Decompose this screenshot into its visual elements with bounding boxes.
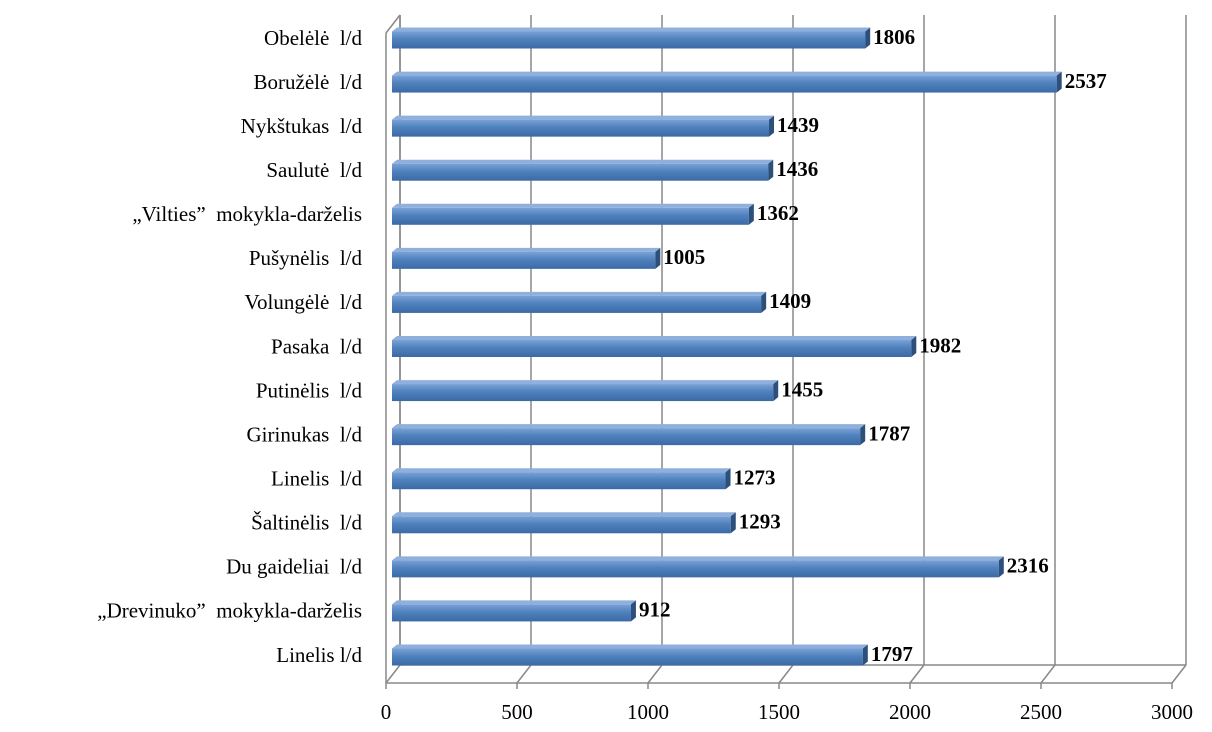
x-tick-label: 500	[501, 700, 533, 724]
x-tick-label: 2000	[889, 700, 931, 724]
bar-top	[392, 247, 661, 252]
y-tick-label: Du gaideliai l/d	[226, 555, 362, 579]
bar-end	[862, 644, 868, 666]
bar-end	[630, 600, 636, 622]
data-label: 1455	[781, 377, 823, 401]
y-tick-label: „Drevinuko” mokykla-darželis	[97, 599, 362, 623]
grid-line	[909, 664, 925, 684]
y-tick-label: „Vilties” mokykla-darželis	[132, 202, 362, 226]
data-label: 2316	[1007, 554, 1049, 578]
y-tick-label: Pušynėlis l/d	[249, 246, 363, 270]
grid-line	[647, 664, 663, 684]
bar-top	[392, 600, 636, 605]
bar	[392, 31, 866, 49]
bar-top	[392, 291, 767, 296]
bar-top	[392, 71, 1062, 76]
bar-top	[392, 424, 866, 429]
bar-top	[392, 556, 1004, 561]
bar	[392, 648, 863, 666]
y-tick-label: Nykštukas l/d	[241, 114, 363, 138]
data-label: 1806	[873, 25, 915, 49]
bar-end	[865, 27, 871, 49]
y-tick-label: Girinukas l/d	[247, 422, 363, 446]
bar-top	[392, 336, 917, 340]
bar-end	[768, 159, 774, 181]
data-label: 1439	[777, 113, 819, 137]
bar	[392, 604, 631, 622]
bar-end	[769, 115, 775, 137]
bar	[392, 560, 999, 578]
bar	[392, 428, 861, 446]
data-label: 1273	[734, 466, 776, 490]
bar-end	[1056, 71, 1062, 93]
grid-line	[516, 664, 532, 684]
data-label: 1982	[919, 333, 961, 357]
bar	[392, 75, 1057, 93]
x-tick-label: 0	[381, 700, 392, 724]
bar-top	[392, 203, 754, 208]
bar-top	[392, 380, 779, 385]
x-tick-label: 2500	[1020, 700, 1062, 724]
bar-top	[392, 27, 871, 32]
y-tick-label: Boružėlė l/d	[254, 70, 363, 94]
grid-line	[1171, 664, 1187, 684]
data-label: 1005	[663, 245, 705, 269]
bar	[392, 340, 912, 357]
bar	[392, 472, 726, 490]
data-label: 1787	[868, 421, 910, 445]
bar-end	[773, 380, 779, 402]
y-tick-label: Linelis l/d	[271, 467, 362, 491]
y-tick-label: Šaltinėlis l/d	[251, 511, 362, 535]
bar	[392, 516, 731, 534]
bar-end	[730, 512, 736, 534]
bar	[392, 251, 656, 269]
axis-wall	[385, 14, 401, 34]
data-label: 1409	[769, 289, 811, 313]
bar-end	[655, 247, 661, 269]
y-tick-label: Pasaka l/d	[271, 334, 362, 358]
y-tick-label: Saulutė l/d	[266, 158, 362, 182]
y-tick-label: Putinėlis l/d	[256, 378, 363, 402]
bar	[392, 163, 769, 181]
grid-line	[778, 664, 794, 684]
y-tick-label: Volungėlė l/d	[245, 290, 363, 314]
data-label: 1436	[776, 157, 818, 181]
bar-top	[392, 512, 736, 517]
data-label: 1797	[871, 642, 913, 666]
data-label: 912	[639, 598, 671, 622]
x-tick-label: 1500	[758, 700, 800, 724]
bar-end	[725, 468, 731, 490]
bar-top	[392, 644, 868, 649]
data-label: 1293	[739, 510, 781, 534]
bar	[392, 207, 749, 225]
bar-end	[998, 556, 1004, 578]
data-label: 1362	[757, 201, 799, 225]
y-tick-label: Obelėlė l/d	[264, 26, 362, 50]
bar	[392, 295, 762, 313]
y-tick-label: Linelis l/d	[276, 643, 362, 667]
bar-end	[860, 424, 866, 446]
bar-top	[392, 115, 775, 120]
bar	[392, 384, 774, 402]
bar-end	[761, 291, 767, 313]
grid-line	[1040, 664, 1056, 684]
bar-end	[911, 336, 917, 357]
bar-top	[392, 468, 731, 473]
bar-top	[392, 159, 774, 164]
x-tick-label: 3000	[1151, 700, 1193, 724]
data-label: 2537	[1065, 69, 1107, 93]
x-tick-label: 1000	[627, 700, 669, 724]
grid-line	[385, 664, 401, 684]
bar-end	[748, 203, 754, 225]
bar	[392, 119, 770, 137]
